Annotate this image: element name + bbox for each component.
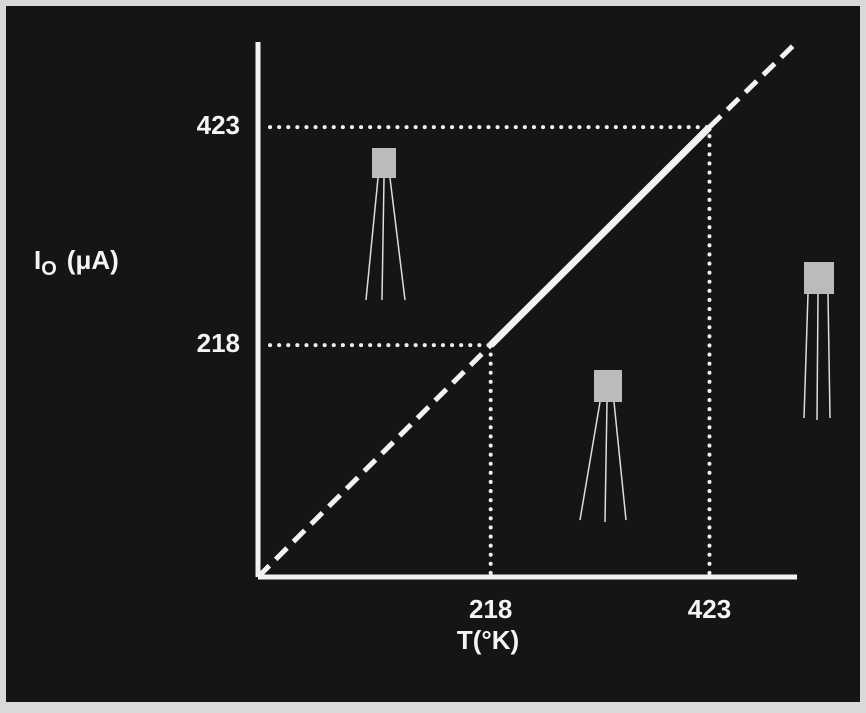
y-tick-label: 423 — [197, 110, 240, 140]
transistor-icon — [365, 148, 406, 301]
line-segment — [488, 124, 712, 348]
y-label-sub: O — [41, 258, 57, 280]
transistor-icon — [579, 370, 627, 523]
y-axis-label: IO (μA) — [34, 245, 119, 280]
x-tick-label: 218 — [469, 594, 512, 624]
line-segment — [707, 40, 799, 129]
x-axis-label: T(°K) — [457, 625, 519, 655]
y-label-unit: (μA) — [67, 245, 119, 275]
y-tick-label: 218 — [197, 328, 240, 358]
line-segment — [256, 343, 493, 579]
x-tick-label: 423 — [688, 594, 731, 624]
transistor-icon — [803, 262, 834, 421]
panel — [6, 6, 860, 702]
y-label-base: I — [34, 245, 41, 275]
